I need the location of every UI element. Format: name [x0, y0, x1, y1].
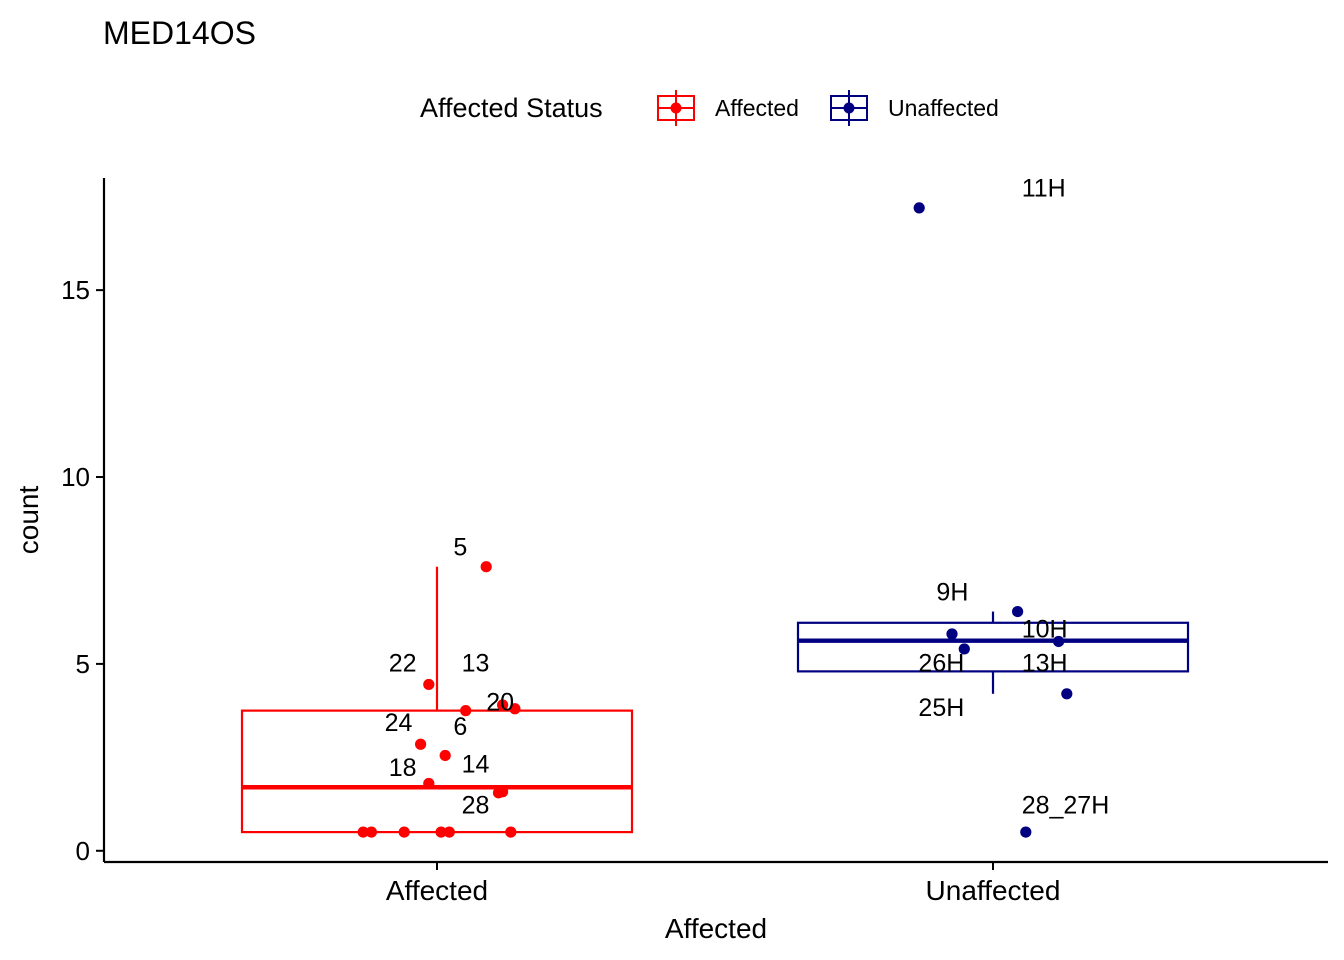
legend-title: Affected Status [420, 93, 603, 123]
data-point [1061, 688, 1073, 700]
point-label: 14 [462, 750, 490, 778]
point-label: 10H [1022, 616, 1068, 644]
series-affected: 5 22 13 20 24 6 18 14 28 [240, 534, 634, 838]
data-point [423, 678, 435, 691]
point-label: 28_27H [1022, 791, 1110, 819]
legend: Affected Status Affected Unaffected [420, 90, 999, 126]
legend-entry-unaffected: Unaffected [830, 90, 999, 126]
legend-label: Unaffected [888, 95, 999, 121]
point-label: 22 [389, 649, 417, 677]
x-tick-label: Unaffected [926, 875, 1061, 906]
x-axis-label: Affected [665, 913, 767, 944]
legend-key-point [670, 102, 682, 114]
series-unaffected: 11H 9H 10H 26H 13H 25H 28_27H [796, 175, 1190, 838]
data-point [958, 643, 970, 655]
y-tick-label: 5 [76, 649, 90, 679]
data-point [1012, 605, 1024, 618]
box [240, 709, 634, 834]
y-tick-label: 15 [61, 275, 90, 305]
data-point [365, 826, 377, 838]
point-label: 9H [936, 578, 968, 606]
y-tick-label: 10 [61, 462, 90, 492]
point-label: 13 [462, 649, 490, 677]
y-axis-label: count [13, 486, 44, 555]
point-label: 28 [462, 791, 490, 819]
y-tick-label: 0 [76, 836, 90, 866]
data-point [415, 738, 427, 750]
data-point [460, 705, 472, 717]
data-point [398, 826, 410, 838]
data-point [497, 699, 509, 711]
data-point [443, 826, 455, 838]
data-point [435, 826, 447, 838]
point-label: 11H [1022, 175, 1066, 203]
point-label: 13H [1022, 649, 1068, 677]
data-point [913, 202, 925, 214]
data-point [357, 826, 369, 838]
data-point [505, 826, 517, 838]
data-point [1053, 635, 1065, 648]
data-point [1020, 826, 1032, 838]
point-label: 24 [385, 709, 413, 737]
point-label: 5 [453, 534, 467, 562]
chart-title: MED14OS [103, 15, 256, 51]
legend-key-point [843, 102, 855, 114]
point-label: 6 [453, 713, 467, 741]
point-label: 18 [389, 754, 417, 782]
data-point [480, 561, 492, 573]
legend-label: Affected [715, 95, 799, 121]
data-point [439, 749, 451, 762]
data-point [492, 787, 505, 799]
data-point [946, 628, 958, 640]
point-label: 26H [918, 649, 964, 677]
point-label: 20 [486, 689, 514, 717]
x-tick-label: Affected [386, 875, 488, 906]
point-label: 25H [918, 694, 964, 722]
data-point [509, 703, 521, 715]
plot-area: 5 22 13 20 24 6 18 14 28 11H 9H 10H 26H 13H 25H 28_27H [240, 175, 1190, 838]
box [796, 621, 1190, 673]
data-point [423, 777, 435, 790]
legend-entry-affected: Affected [657, 90, 799, 126]
